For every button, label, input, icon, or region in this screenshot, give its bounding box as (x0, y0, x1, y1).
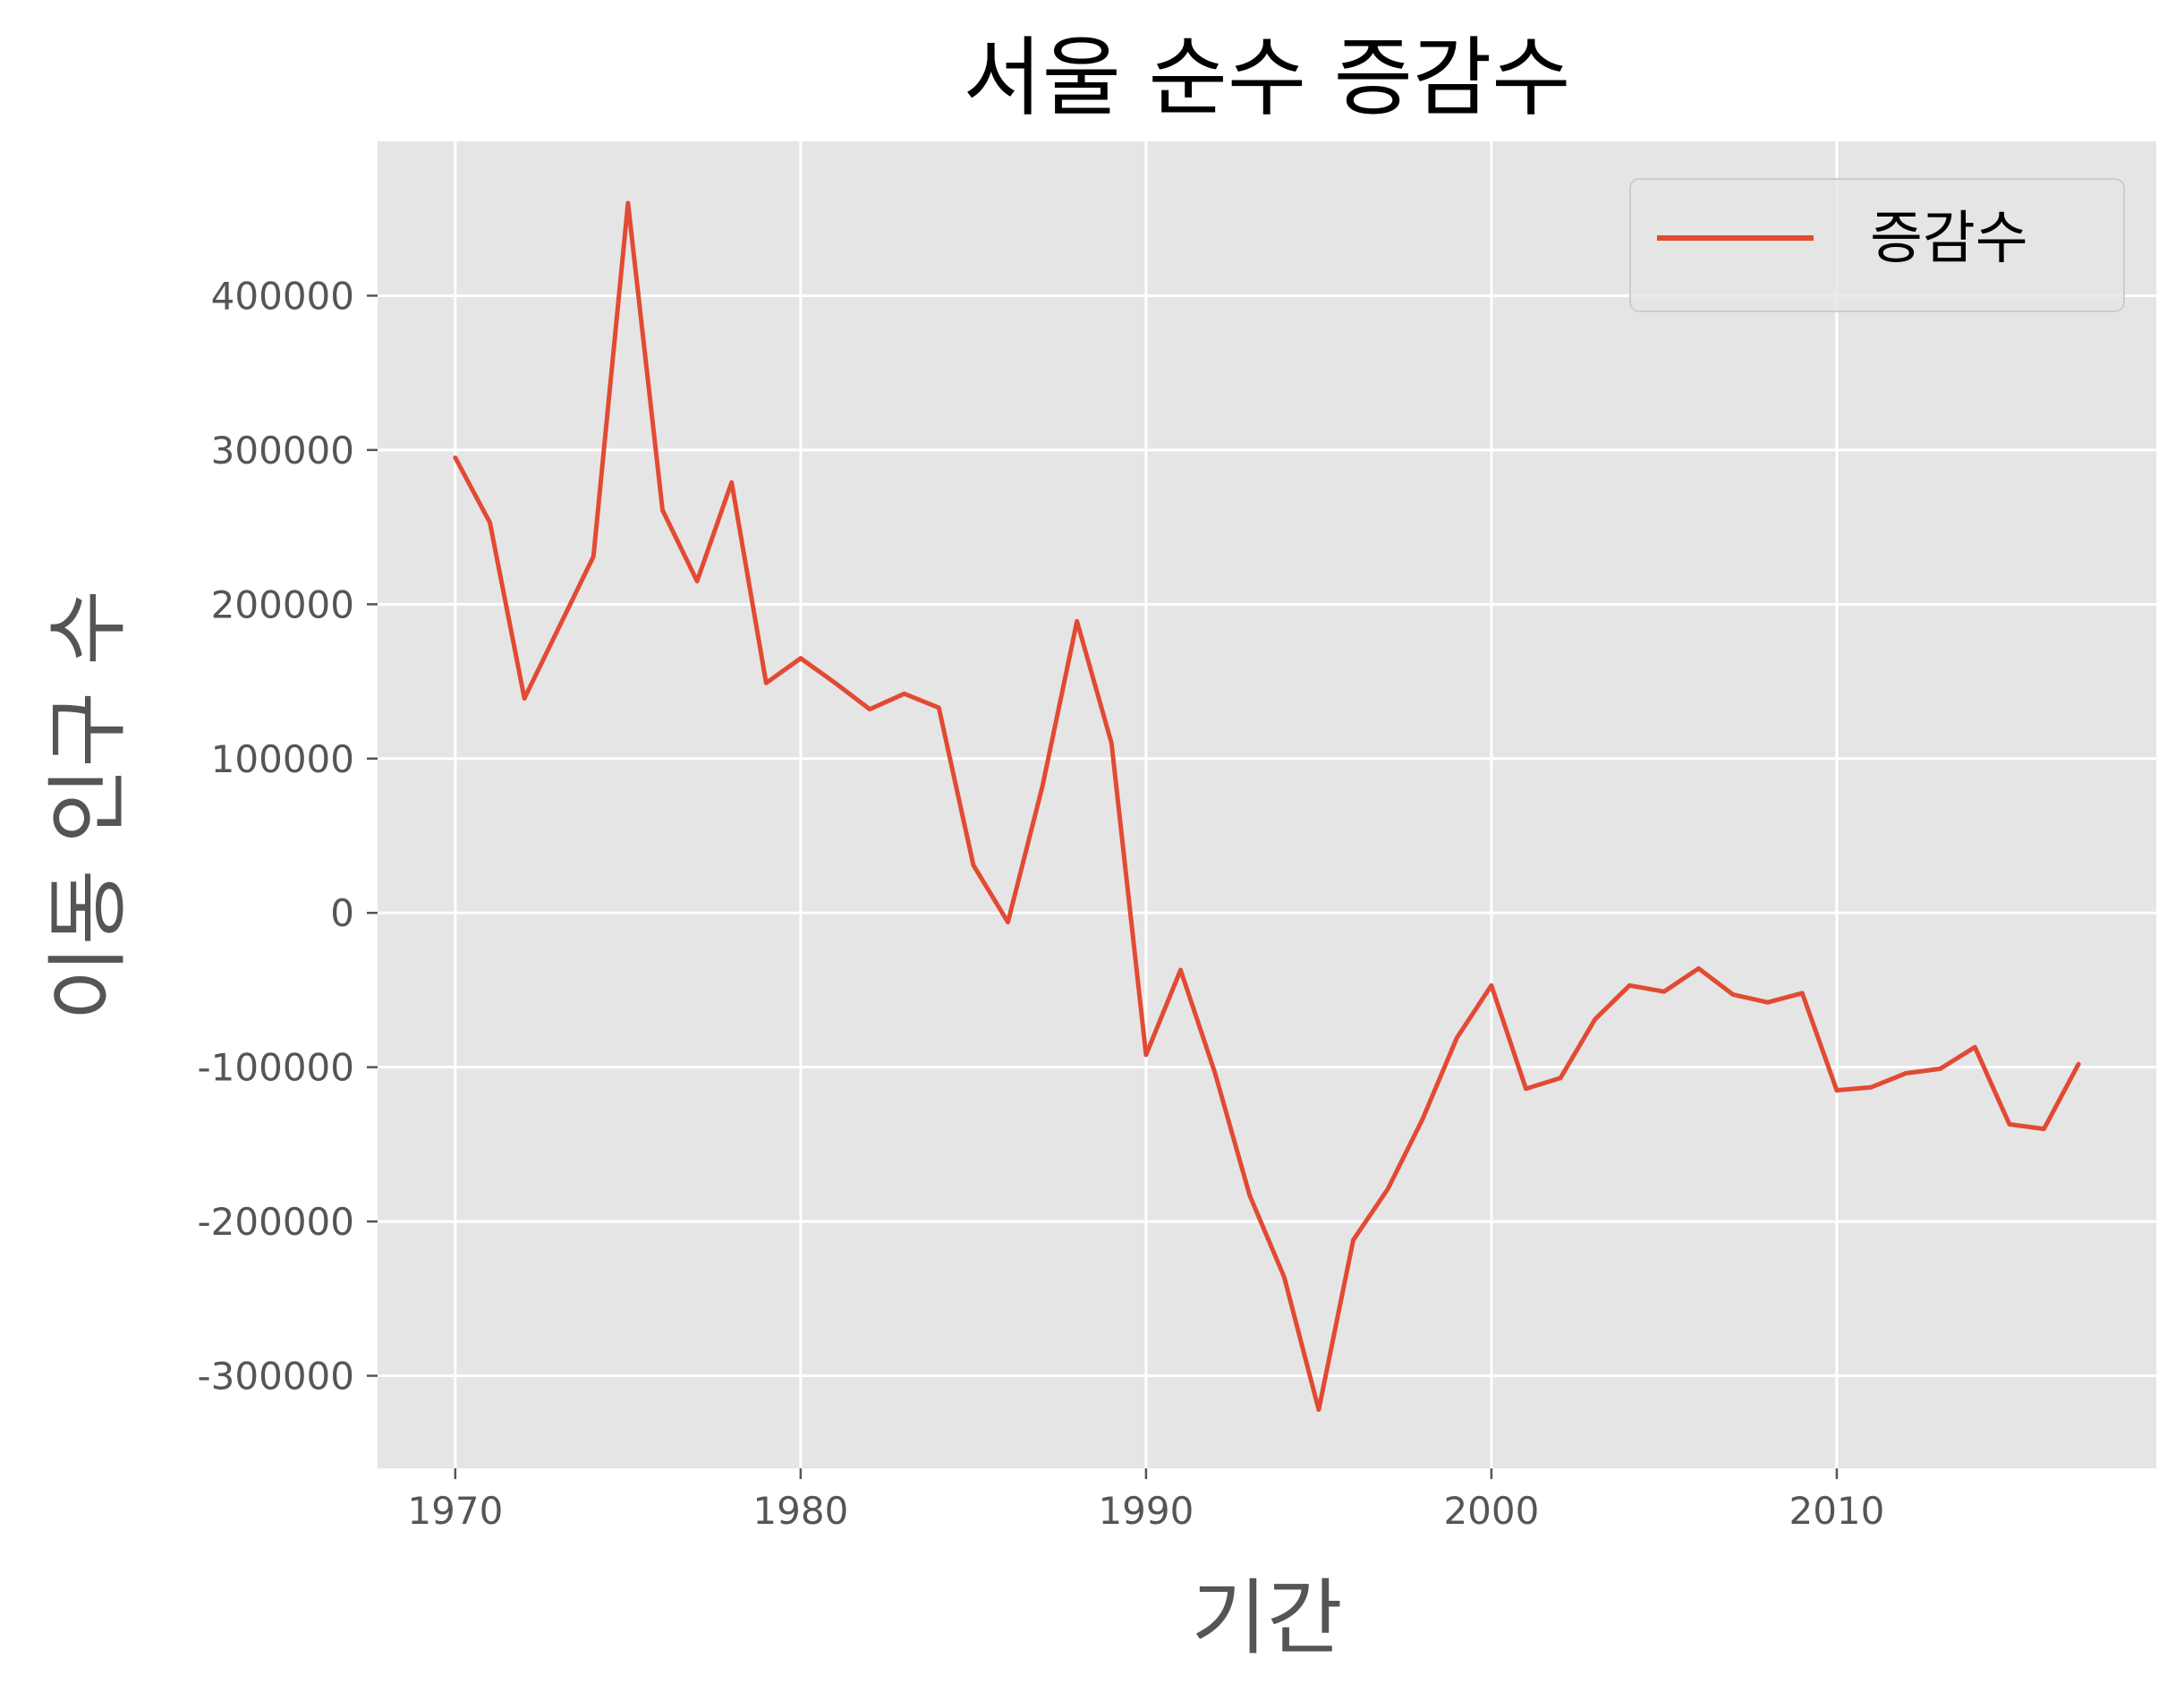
x-tick-label: 1970 (407, 1489, 503, 1533)
y-tick-label: -100000 (198, 1046, 355, 1090)
legend-label-series-0: 증감수 (1870, 206, 2028, 272)
legend-box (1629, 178, 2125, 312)
y-tick-label: -200000 (198, 1200, 355, 1244)
x-tick-label: 2010 (1789, 1489, 1884, 1533)
series-layer (453, 200, 2081, 1412)
y-tick-label: -300000 (198, 1355, 355, 1399)
y-axis-title: 이동 인구 수 (40, 590, 136, 1021)
axis-ticks: 1970 1980 1990 2000 2010 400000 300000 200000 10… (198, 274, 1885, 1533)
y-tick-label: 100000 (211, 737, 354, 781)
plot-area (378, 141, 2156, 1468)
y-tick-label: 300000 (211, 429, 354, 472)
series-line-0 (453, 200, 2081, 1412)
y-tick-label: 200000 (211, 583, 354, 626)
y-tick-label: 0 (330, 891, 354, 935)
x-tick-label: 1990 (1098, 1489, 1194, 1533)
grid (378, 141, 2156, 1468)
y-tick-label: 400000 (211, 274, 354, 318)
x-tick-label: 2000 (1443, 1489, 1539, 1533)
x-axis-title: 기간 (1191, 1570, 1342, 1666)
chart-title: 서울 순수 증감수 (963, 28, 1570, 128)
legend: 증감수 (1629, 178, 2125, 312)
x-tick-label: 1980 (752, 1489, 848, 1533)
